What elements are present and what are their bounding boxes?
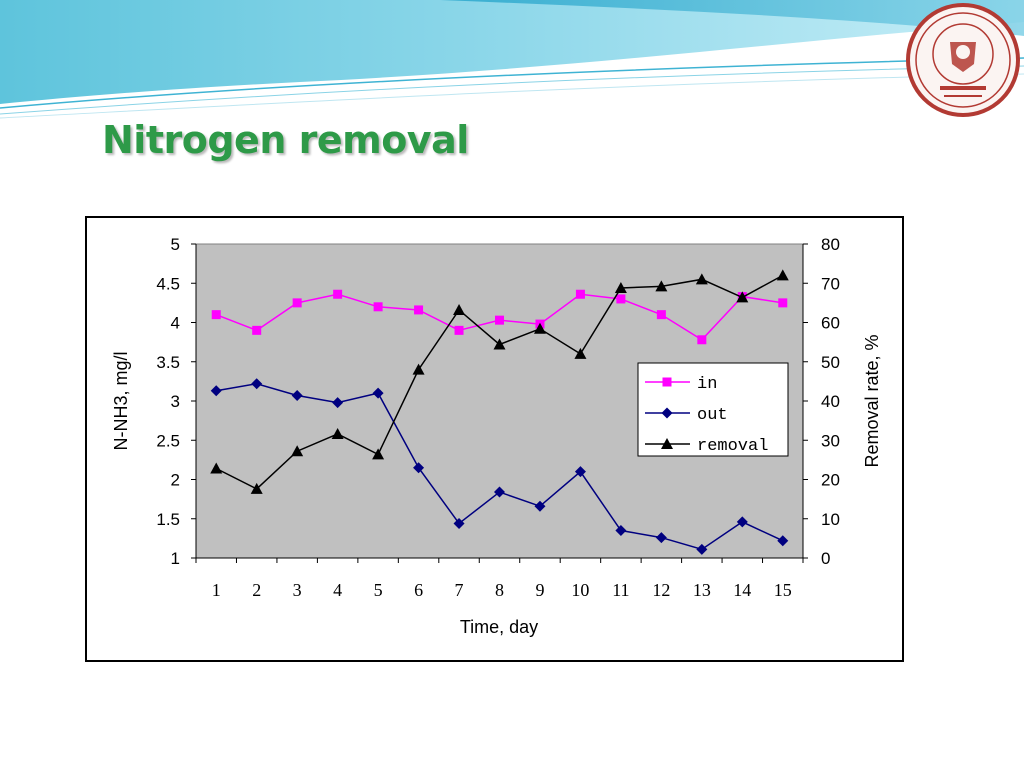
data-point-removal — [736, 291, 749, 303]
x-tick-label: 11 — [612, 580, 629, 600]
y2-tick-label: 80 — [821, 235, 840, 254]
legend-label-in: in — [697, 375, 717, 394]
x-tick-label: 2 — [252, 580, 261, 600]
x-tick-label: 9 — [535, 580, 544, 600]
y-tick-label: 3.5 — [156, 353, 180, 372]
data-point-removal — [210, 462, 223, 474]
y2-tick-label: 30 — [821, 431, 840, 450]
data-point-out — [494, 486, 505, 498]
y-tick-label: 2 — [171, 471, 180, 490]
data-point-removal — [372, 448, 385, 460]
data-point-removal — [655, 280, 668, 292]
data-point-in — [616, 294, 626, 304]
data-point-out — [413, 462, 425, 474]
x-tick-label: 14 — [733, 580, 751, 600]
data-point-in — [252, 325, 262, 335]
data-point-in — [495, 315, 504, 325]
legend-marker-removal — [661, 438, 673, 449]
y-tick-label: 1 — [171, 549, 180, 568]
data-point-removal — [533, 322, 546, 334]
data-point-removal — [291, 445, 304, 457]
data-point-in — [373, 302, 383, 312]
x-tick-label: 10 — [571, 580, 589, 600]
data-point-in — [414, 305, 424, 315]
data-point-out — [291, 390, 303, 402]
y2-axis-title: Removal rate, % — [862, 334, 882, 467]
y2-tick-label: 10 — [821, 510, 840, 529]
data-point-removal — [412, 363, 425, 375]
data-point-removal — [776, 269, 789, 281]
data-point-removal — [574, 347, 587, 359]
x-tick-label: 5 — [374, 580, 383, 600]
slide-title: Nitrogen removal — [102, 118, 469, 162]
y2-tick-label: 20 — [821, 471, 840, 490]
legend-label-out: out — [697, 406, 728, 425]
x-tick-label: 8 — [495, 580, 504, 600]
data-point-in — [697, 335, 707, 345]
data-point-out — [777, 535, 789, 547]
series-layer — [210, 269, 789, 555]
y-tick-label: 5 — [171, 235, 180, 254]
y-tick-label: 3 — [171, 392, 180, 411]
data-point-removal — [614, 281, 627, 293]
data-point-in — [656, 310, 666, 320]
data-point-out — [696, 543, 708, 555]
data-point-out — [372, 387, 384, 399]
data-point-out — [453, 517, 465, 529]
x-tick-label: 3 — [293, 580, 302, 600]
legend: in out removal — [637, 362, 789, 457]
data-point-removal — [331, 427, 344, 439]
x-tick-label: 12 — [652, 580, 670, 600]
x-tick-label: 6 — [414, 580, 423, 600]
data-point-out — [332, 397, 344, 409]
data-point-out — [251, 378, 263, 390]
x-tick-label: 15 — [774, 580, 792, 600]
y-axis-title: N-NH3, mg/l — [111, 351, 131, 450]
data-point-out — [210, 385, 222, 397]
data-point-removal — [493, 338, 506, 350]
data-point-removal — [250, 482, 263, 494]
header-swoosh-decoration — [0, 0, 1024, 119]
data-point-in — [575, 289, 585, 299]
y-tick-label: 4.5 — [156, 274, 180, 293]
data-point-out — [574, 466, 586, 478]
data-point-out — [534, 500, 546, 512]
y-tick-label: 2.5 — [156, 431, 180, 450]
data-point-in — [454, 325, 464, 335]
data-point-in — [292, 298, 302, 308]
x-tick-label: 1 — [212, 580, 221, 600]
data-point-in — [333, 289, 343, 299]
university-seal-icon — [906, 3, 1020, 117]
data-point-removal — [695, 273, 708, 285]
y2-tick-label: 60 — [821, 314, 840, 333]
y2-tick-label: 50 — [821, 353, 840, 372]
x-tick-label: 7 — [455, 580, 464, 600]
data-point-out — [615, 525, 627, 537]
data-point-removal — [453, 303, 466, 315]
legend-marker-in — [662, 377, 672, 387]
y-tick-label: 4 — [171, 314, 180, 333]
x-tick-label: 4 — [333, 580, 342, 600]
legend-marker-out — [661, 407, 673, 419]
x-tick-label: 13 — [693, 580, 711, 600]
y2-tick-label: 40 — [821, 392, 840, 411]
y2-tick-label: 70 — [821, 274, 840, 293]
data-point-out — [655, 532, 667, 544]
y-tick-label: 1.5 — [156, 510, 180, 529]
data-point-in — [211, 310, 221, 320]
x-axis-title: Time, day — [460, 617, 538, 637]
data-point-in — [778, 298, 788, 308]
data-point-out — [736, 516, 748, 528]
legend-label-removal: removal — [697, 437, 768, 456]
y2-tick-label: 0 — [821, 549, 830, 568]
